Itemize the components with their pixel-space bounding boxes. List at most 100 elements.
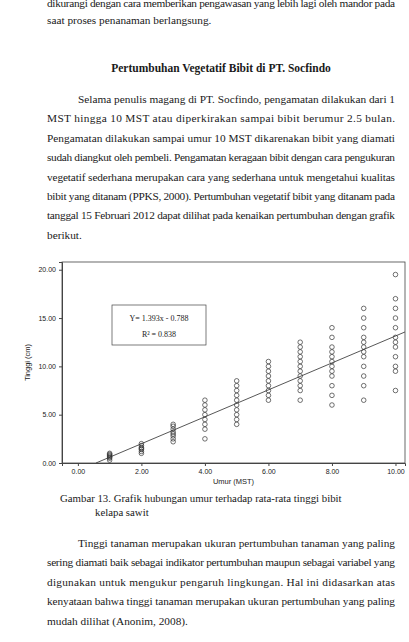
y-tick-mark [59,415,62,416]
x-tick: 10.00 [387,463,405,475]
scatter-point [361,345,366,350]
scatter-point [361,316,366,321]
scatter-point [298,340,303,345]
y-tick: 15.00 [38,315,62,322]
scatter-point [361,383,366,388]
scatter-point [234,393,239,398]
x-tick: 6.00 [262,463,276,475]
y-tick-label: 20.00 [38,266,56,273]
paragraph-line: sering diamati baik sebagai indikator pe… [47,556,395,568]
scatter-point [266,369,271,374]
y-tick-label: 10.00 [38,363,56,370]
scatter-point [266,364,271,369]
paragraph-line: sudah diangkut oleh pembeli. Pengamatan … [47,151,395,163]
heading: Pertumbuhan Vegetatif Bibit di PT. Socfi… [111,62,331,75]
x-tick-mark [141,463,142,466]
scatter-point [298,354,303,359]
scatter-point [298,350,303,355]
scatter-point [393,364,398,369]
x-axis-line [63,464,406,467]
scatter-point [298,345,303,350]
scatter-point [361,335,366,340]
scatter-point [107,452,112,457]
x-tick-mark [205,463,206,466]
scatter-point [298,364,303,369]
x-tick-label: 4.00 [199,468,213,475]
caption: Gambar 13. Grafik hubungan umur terhadap… [60,492,342,504]
caption: kelapa sawit [95,506,149,518]
x-tick-label: 2.00 [135,468,149,475]
scatter-point [234,412,239,417]
x-tick: 8.00 [326,463,340,475]
scatter-point [393,272,398,277]
text-line: saat proses penanaman berlangsung. [47,14,212,26]
scatter-point [298,388,303,393]
annotation: Y= 1.393x - 0.788 [130,314,189,323]
page: dikurangi dengan cara memberikan pengawa… [0,0,409,642]
y-axis: 0.00 5.00 10.00 15.00 20.00 [38,263,62,467]
scatter-point [203,427,208,432]
scatter-point [330,383,335,388]
scatter-point [203,403,208,408]
scatter-point [203,422,208,427]
text-line: dikurangi dengan cara memberikan pengawa… [47,0,395,9]
scatter-point [203,412,208,417]
x-tick-label: 8.00 [326,468,340,475]
scatter-point [393,316,398,321]
scatter-point [393,345,398,350]
scatter-point [203,437,208,442]
y-tick: 10.00 [38,363,62,370]
scatter-point [266,388,271,393]
x-tick-label: 10.00 [387,468,405,475]
scatter-point [361,364,366,369]
paragraph-line: vegetatif sederhana merupakan cara yang … [47,171,395,183]
scatter-point [139,441,144,446]
scatter-point [361,374,366,379]
x-tick: 0.00 [72,463,86,475]
scatter-point [203,398,208,403]
scatter-point [203,408,208,413]
paragraph-line: Selama penulis magang di PT. Socfindo, p… [78,93,395,105]
y-tick-label: 5.00 [42,411,56,418]
y-tick-mark [59,463,62,464]
y-axis-title: Tinggi (cm) [23,343,32,381]
scatter-point [234,379,239,384]
scatter-point [361,354,366,359]
scatter-point [298,379,303,384]
scatter-point [298,374,303,379]
y-tick-label: 0.00 [42,460,56,467]
scatter-point [361,340,366,345]
y-tick-label: 15.00 [38,315,56,322]
scatter-point [393,354,398,359]
x-tick-mark [332,463,333,466]
scatter-point [330,335,335,340]
scatter-point [234,388,239,393]
y-tick: 0.00 [42,460,62,467]
scatter-point [203,417,208,422]
x-tick-label: 0.00 [72,468,86,475]
paragraph-line: Tinggi tanaman merupakan ukuran pertumbu… [78,537,395,549]
x-axis-title: Umur (MST) [213,477,255,486]
x-tick: 2.00 [135,463,149,475]
scatter-point [393,306,398,311]
scatter-point [330,403,335,408]
scatter-point [266,398,271,403]
y-tick-mark [59,270,62,271]
paragraph-line: tanggal 15 Februari 2012 dapat dilihat p… [47,209,395,221]
y-tick: 5.00 [42,411,62,418]
y-tick: 20.00 [38,266,62,273]
scatter-point [330,374,335,379]
scatter-point [107,451,112,456]
scatter-point [393,340,398,345]
x-axis: 0.00 2.00 4.00 6.00 8.00 10.00 [63,463,406,475]
scatter-point [393,335,398,340]
scatter-point [298,369,303,374]
scatter-point [298,398,303,403]
annotation: R² = 0.838 [142,330,176,339]
y-tick-mark [59,318,62,319]
scatter-point [361,306,366,311]
paragraph-line: MST hingga 10 MST atau diperkirakan samp… [47,112,395,124]
scatter-point [361,325,366,330]
scatter-point [361,398,366,403]
scatter-point [330,345,335,350]
